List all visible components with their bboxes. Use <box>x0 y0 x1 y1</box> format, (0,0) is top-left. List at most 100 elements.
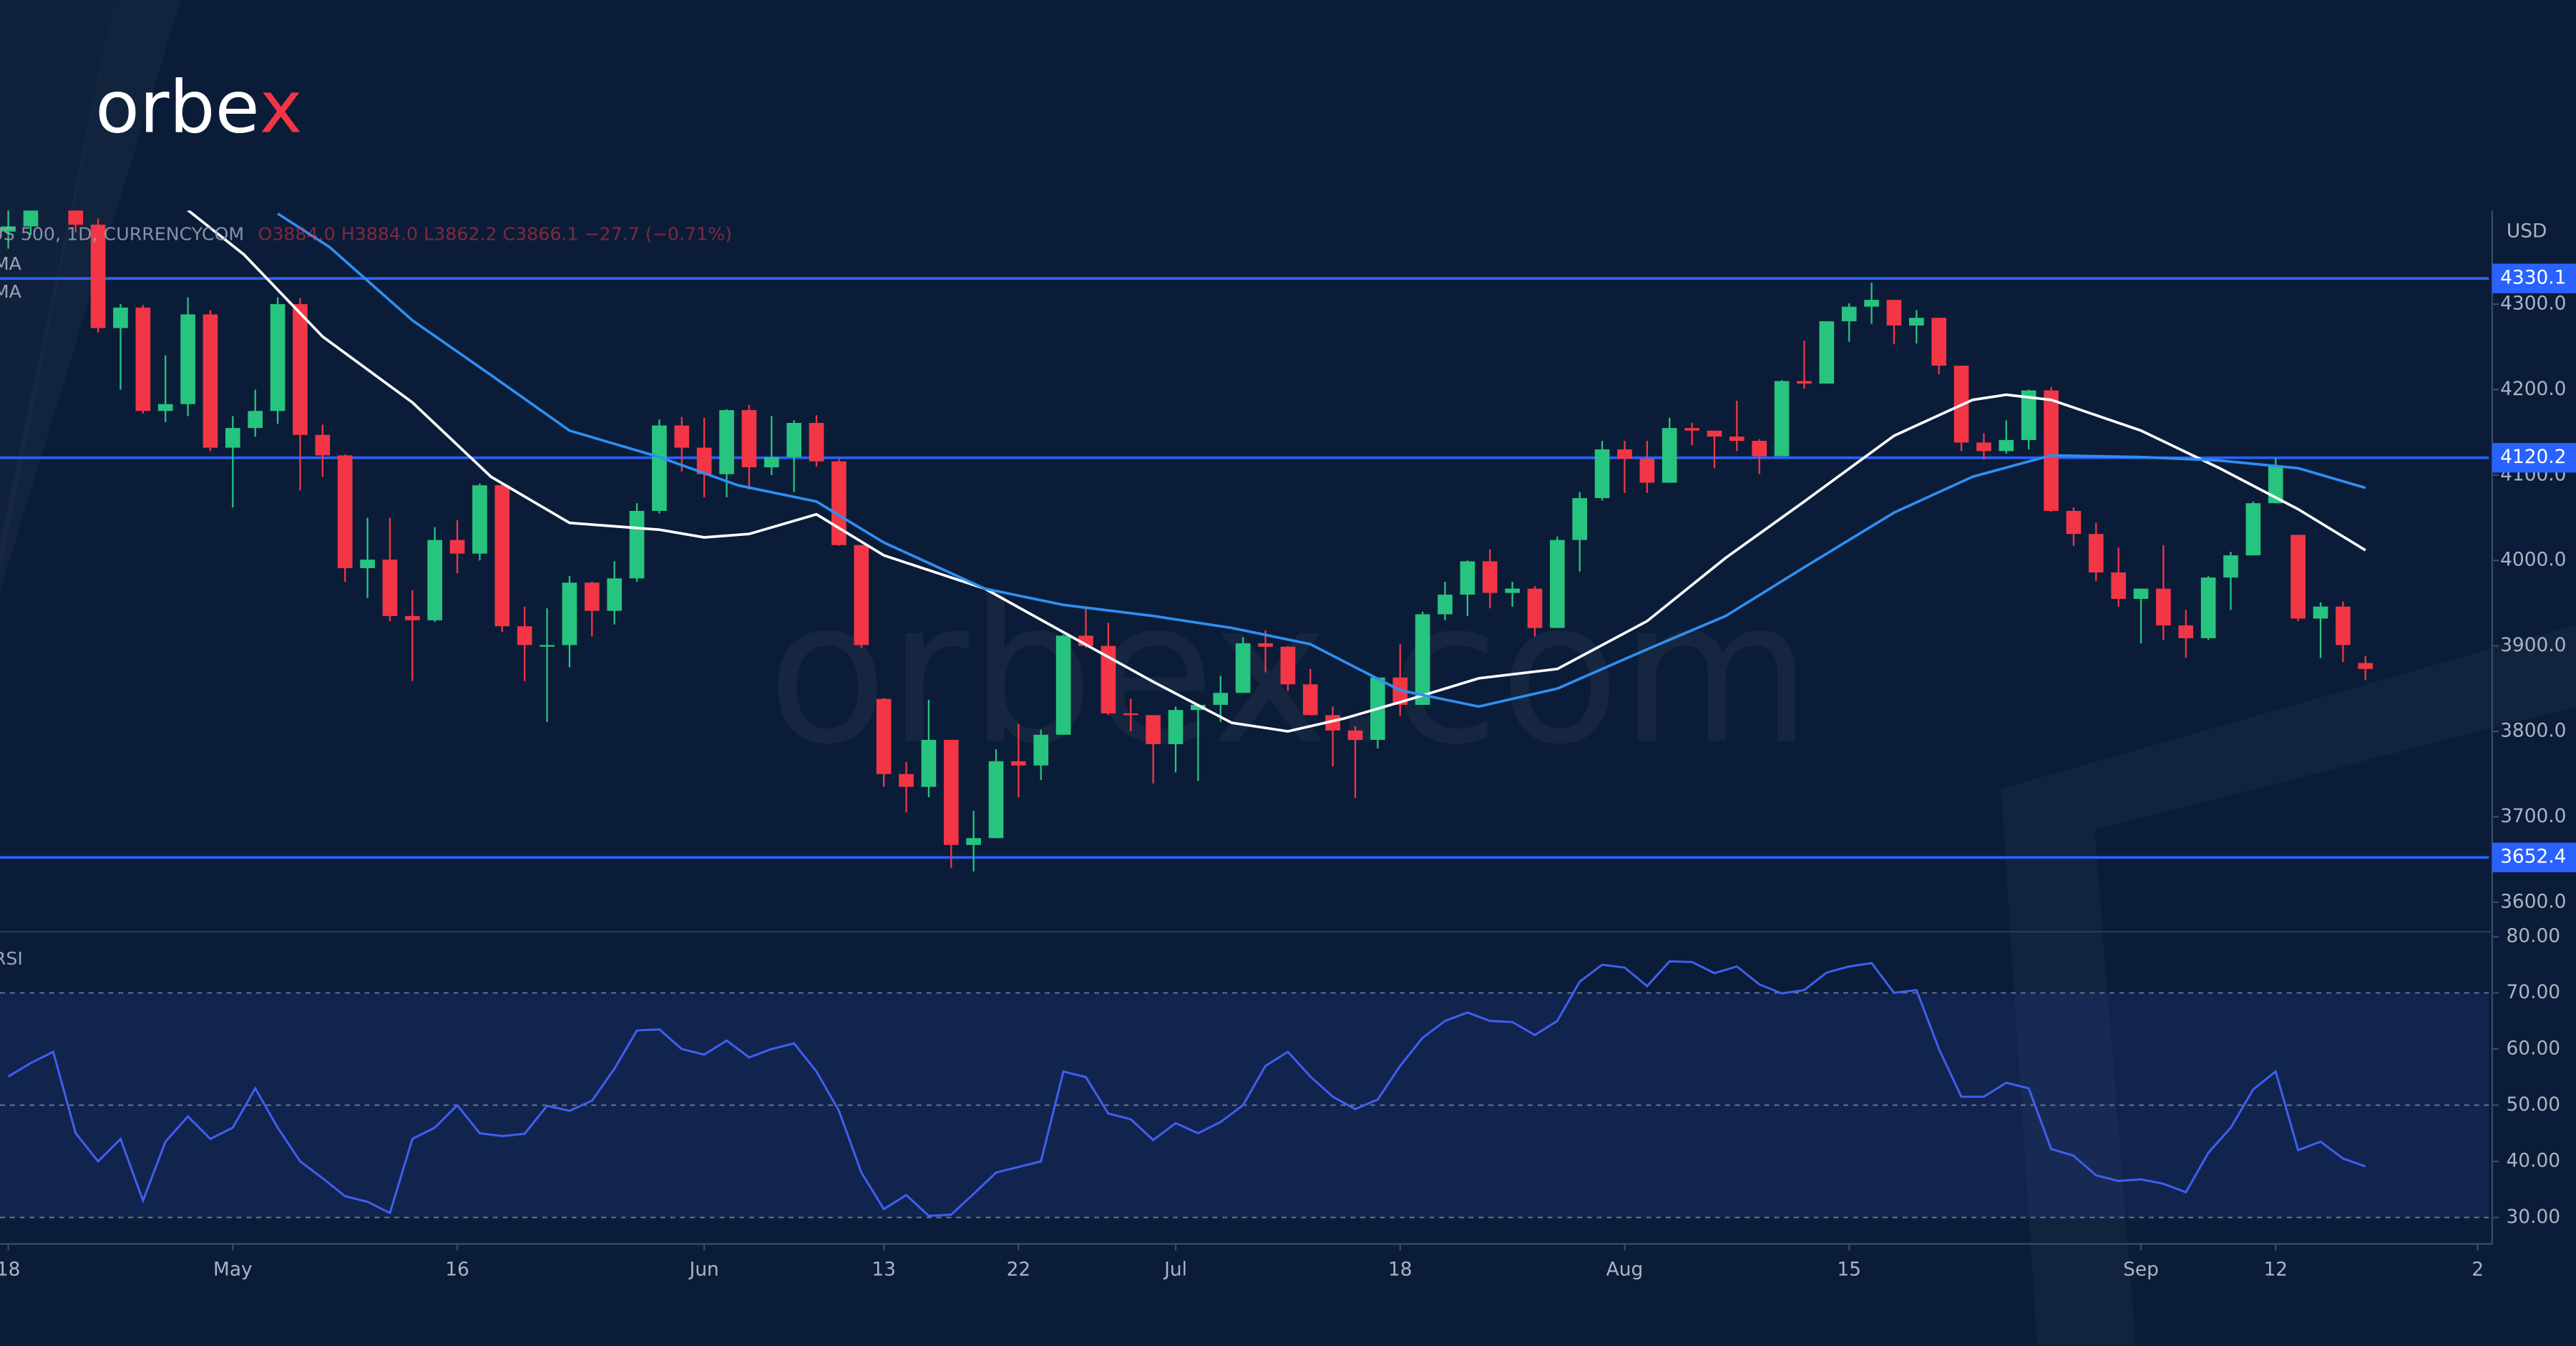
candle-body <box>1123 713 1138 716</box>
legend-label: MA <box>0 253 22 274</box>
x-tick-label: 2 <box>2472 1259 2484 1281</box>
candle-body <box>1931 318 1947 366</box>
candle-body <box>404 615 420 620</box>
currency: USD <box>2507 220 2547 243</box>
candle-body <box>1415 614 1430 706</box>
logo: orbex <box>95 64 302 149</box>
candle-body <box>2133 588 2149 599</box>
candle-body <box>517 626 532 645</box>
candle-body <box>472 485 487 554</box>
candle-body <box>135 307 151 411</box>
y-tick-label: 3700.0 <box>2500 805 2566 827</box>
rsi-tick-label: 80.00 <box>2507 925 2561 947</box>
candle-body <box>1235 643 1251 693</box>
candle-body <box>2268 466 2283 504</box>
candle-body <box>2178 625 2194 638</box>
candle-body <box>988 761 1004 839</box>
candle-body <box>607 578 623 611</box>
candle-body <box>831 461 847 545</box>
candle-body <box>1572 498 1588 540</box>
y-tick-label: 4200.0 <box>2500 378 2566 400</box>
candle-body <box>382 560 398 616</box>
candle-body <box>562 582 577 645</box>
candle-body <box>943 739 959 845</box>
candle-body <box>674 425 690 448</box>
candle-body <box>2111 572 2126 599</box>
candle-body <box>1662 428 1677 483</box>
candle-body <box>180 314 195 404</box>
candle-body <box>2223 555 2238 578</box>
candle-body <box>899 774 914 787</box>
candle-body <box>1168 710 1184 744</box>
candle-body <box>1011 761 1026 766</box>
candle-body <box>1055 635 1071 735</box>
y-tick-label: 3900.0 <box>2500 634 2566 656</box>
candle-body <box>337 455 353 568</box>
candle-body <box>1976 442 1991 452</box>
x-tick-label: May <box>213 1259 253 1281</box>
y-tick-label: 3600.0 <box>2500 890 2566 912</box>
candle-body <box>1258 643 1273 647</box>
rsi-panel <box>0 960 2489 1219</box>
candle-body <box>1684 428 1699 431</box>
candle-body <box>741 410 757 468</box>
x-tick-label: Jul <box>1163 1259 1187 1281</box>
y-tick-label: 3800.0 <box>2500 720 2566 742</box>
candle-body <box>2290 535 2306 619</box>
candle-body <box>1908 318 1924 326</box>
candle-body <box>2088 534 2104 572</box>
chart-title: US 500, 1D, CURRENCYCOM <box>0 224 244 245</box>
candle-body <box>2358 663 2373 669</box>
rsi-tick-label: 60.00 <box>2507 1037 2561 1059</box>
y-tick-label: 4000.0 <box>2500 549 2566 571</box>
candle-body <box>1999 439 2014 452</box>
candle-body <box>786 423 801 457</box>
candle-body <box>1594 449 1610 499</box>
rsi-tick-label: 40.00 <box>2507 1149 2561 1171</box>
candle-body <box>2021 390 2036 440</box>
candle-body <box>113 307 128 328</box>
candle-body <box>1841 306 1857 321</box>
candle-body <box>494 485 510 627</box>
candle-body <box>629 510 645 579</box>
candle-body <box>1302 684 1318 716</box>
candle-body <box>854 545 869 645</box>
candle-body <box>1 226 16 232</box>
candle-body <box>1752 441 1767 457</box>
level-label: 3652.4 <box>2500 846 2566 868</box>
candle-body <box>966 838 981 845</box>
candle-body <box>1033 734 1049 766</box>
candle-body <box>248 411 263 429</box>
candle-body <box>809 423 824 462</box>
candle-body <box>225 428 240 448</box>
ohlc-legend: O3884.0 H3884.0 L3862.2 C3866.1 −27.7 (−… <box>258 224 732 245</box>
candle-body <box>315 434 331 456</box>
candle-body <box>1707 430 1722 437</box>
candle-body <box>2336 606 2351 645</box>
candle-body <box>1347 730 1363 740</box>
y-tick-label: 4300.0 <box>2500 293 2566 315</box>
candle-body <box>2200 577 2216 638</box>
candle-body <box>2245 503 2261 556</box>
candle-body <box>427 540 443 620</box>
level-tag <box>2492 263 2576 293</box>
candle-body <box>68 210 84 225</box>
x-tick-label: Aug <box>1606 1259 1644 1281</box>
candle-body <box>2156 588 2171 625</box>
level-tag <box>2492 842 2576 872</box>
candle-body <box>1482 561 1498 593</box>
candle-body <box>449 540 465 554</box>
candle-body <box>1886 300 1902 326</box>
x-tick-label: 18 <box>1388 1259 1413 1281</box>
rsi-label: RSI <box>0 948 23 969</box>
x-tick-label: Jun <box>688 1259 719 1281</box>
rsi-line <box>7 960 2366 1217</box>
candle-body <box>763 457 779 468</box>
candle-body <box>719 410 734 474</box>
x-tick-label: 12 <box>2263 1259 2288 1281</box>
candle-body <box>1460 561 1475 595</box>
candle-body <box>921 739 937 787</box>
candle-body <box>696 447 712 474</box>
